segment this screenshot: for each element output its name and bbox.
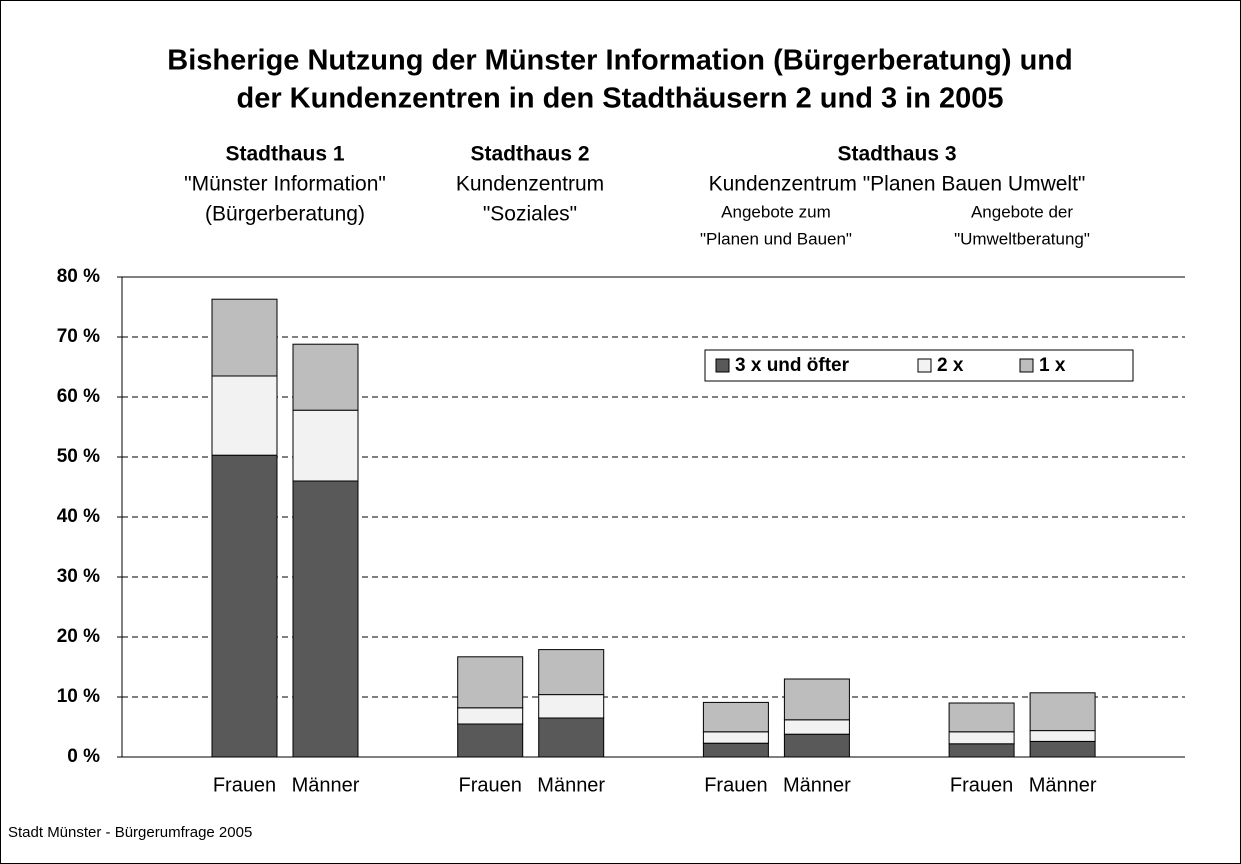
y-tick-label: 20 % [57,626,100,647]
x-tick-label: Frauen [459,774,522,796]
group-header: Stadthaus 3 [837,143,956,166]
legend-swatch [917,358,932,373]
chart-title: der Kundenzentren in den Stadthäusern 2 … [236,83,1003,115]
y-tick-label: 30 % [57,566,100,587]
bar-segment [538,649,605,696]
group-header: Stadthaus 1 [225,143,344,166]
source-note: Stadt Münster - Bürgerumfrage 2005 [8,824,252,841]
y-tick-label: 70 % [57,326,100,347]
legend-swatch [715,358,730,373]
bar-segment [292,480,359,758]
group-subheader: Angebote zum [721,202,831,221]
bar-segment [457,707,524,725]
x-tick-label: Frauen [950,774,1013,796]
group-header: Stadthaus 2 [470,143,589,166]
group-subheader: Angebote der [971,202,1073,221]
legend-label: 2 x [937,355,964,376]
bar-segment [211,298,278,377]
group-header: "Münster Information" [184,173,386,196]
group-subheader: "Planen und Bauen" [700,229,852,248]
bar-segment [538,694,605,719]
bar-segment [948,731,1015,745]
bar-segment [948,702,1015,733]
group-subheader: "Umweltberatung" [954,229,1090,248]
bar-segment [1029,740,1096,758]
bar-segment [948,743,1015,758]
y-tick-label: 0 % [67,746,100,767]
bar-segment [211,454,278,758]
chart-title: Bisherige Nutzung der Münster Informatio… [167,45,1072,77]
legend-swatch [1019,358,1034,373]
y-tick-label: 40 % [57,506,100,527]
group-header: Kundenzentrum [456,173,604,196]
x-tick-label: Männer [537,774,605,796]
legend-label: 1 x [1039,355,1066,376]
bar-segment [783,678,850,721]
bar-segment [538,717,605,758]
bar-segment [211,375,278,456]
group-header: Kundenzentrum "Planen Bauen Umwelt" [709,173,1086,196]
group-header: "Soziales" [483,203,577,226]
y-tick-label: 10 % [57,686,100,707]
y-tick-label: 60 % [57,386,100,407]
group-header: (Bürgerberatung) [205,203,365,226]
x-tick-label: Männer [783,774,851,796]
bar-segment [292,343,359,411]
bar-segment [1029,730,1096,742]
y-tick-label: 50 % [57,446,100,467]
legend-label: 3 x und öfter [735,355,850,376]
y-tick-label: 80 % [57,266,100,287]
bar-segment [702,731,769,744]
bar-segment [457,723,524,758]
x-tick-label: Männer [1029,774,1097,796]
bar-segment [1029,692,1096,732]
bar-segment [292,409,359,482]
x-tick-label: Frauen [213,774,276,796]
x-tick-label: Männer [292,774,360,796]
bar-segment [702,701,769,733]
bar-segment [457,656,524,709]
bar-segment [783,719,850,735]
x-tick-label: Frauen [704,774,767,796]
bar-segment [702,742,769,758]
bar-segment [783,733,850,758]
